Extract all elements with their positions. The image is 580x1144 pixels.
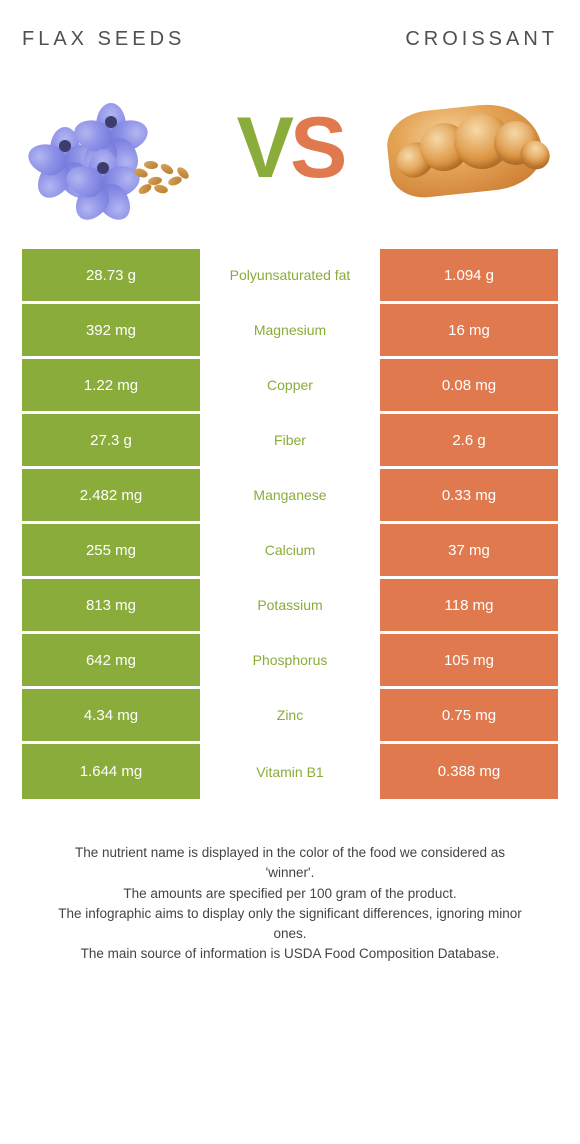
footnote-line: The infographic aims to display only the… xyxy=(50,904,530,945)
table-row: 1.22 mgCopper0.08 mg xyxy=(22,359,558,414)
left-value-cell: 1.22 mg xyxy=(22,359,200,411)
footnote-block: The nutrient name is displayed in the co… xyxy=(22,843,558,965)
right-value-cell: 0.75 mg xyxy=(380,689,558,741)
left-value-cell: 4.34 mg xyxy=(22,689,200,741)
nutrient-name-cell: Vitamin B1 xyxy=(200,744,380,799)
right-value-cell: 2.6 g xyxy=(380,414,558,466)
footnote-line: The main source of information is USDA F… xyxy=(50,944,530,964)
nutrient-name-cell: Zinc xyxy=(200,689,380,741)
table-row: 2.482 mgManganese0.33 mg xyxy=(22,469,558,524)
left-value-cell: 1.644 mg xyxy=(22,744,200,799)
right-value-cell: 37 mg xyxy=(380,524,558,576)
title-row: Flax seeds Croissant xyxy=(22,28,558,51)
footnote-line: The amounts are specified per 100 gram o… xyxy=(50,884,530,904)
table-row: 1.644 mgVitamin B10.388 mg xyxy=(22,744,558,799)
right-value-cell: 0.08 mg xyxy=(380,359,558,411)
nutrient-name-cell: Potassium xyxy=(200,579,380,631)
left-value-cell: 255 mg xyxy=(22,524,200,576)
nutrient-table: 28.73 gPolyunsaturated fat1.094 g392 mgM… xyxy=(22,249,558,799)
infographic-wrap: Flax seeds Croissant xyxy=(0,0,580,965)
left-value-cell: 27.3 g xyxy=(22,414,200,466)
table-row: 28.73 gPolyunsaturated fat1.094 g xyxy=(22,249,558,304)
right-value-cell: 1.094 g xyxy=(380,249,558,301)
left-value-cell: 813 mg xyxy=(22,579,200,631)
right-food-title: Croissant xyxy=(290,28,558,51)
table-row: 4.34 mgZinc0.75 mg xyxy=(22,689,558,744)
nutrient-name-cell: Calcium xyxy=(200,524,380,576)
right-value-cell: 0.33 mg xyxy=(380,469,558,521)
left-food-title: Flax seeds xyxy=(22,28,290,51)
table-row: 813 mgPotassium118 mg xyxy=(22,579,558,634)
nutrient-name-cell: Phosphorus xyxy=(200,634,380,686)
croissant-image xyxy=(376,73,554,223)
hero-row: VS xyxy=(22,73,558,223)
left-value-cell: 642 mg xyxy=(22,634,200,686)
vs-letter-v: V xyxy=(237,105,290,191)
left-value-cell: 392 mg xyxy=(22,304,200,356)
nutrient-name-cell: Polyunsaturated fat xyxy=(200,249,380,301)
right-value-cell: 118 mg xyxy=(380,579,558,631)
right-value-cell: 105 mg xyxy=(380,634,558,686)
nutrient-name-cell: Copper xyxy=(200,359,380,411)
nutrient-name-cell: Manganese xyxy=(200,469,380,521)
vs-label: VS xyxy=(237,105,344,191)
footnote-line: The nutrient name is displayed in the co… xyxy=(50,843,530,884)
left-value-cell: 28.73 g xyxy=(22,249,200,301)
left-value-cell: 2.482 mg xyxy=(22,469,200,521)
table-row: 642 mgPhosphorus105 mg xyxy=(22,634,558,689)
nutrient-name-cell: Fiber xyxy=(200,414,380,466)
nutrient-name-cell: Magnesium xyxy=(200,304,380,356)
table-row: 392 mgMagnesium16 mg xyxy=(22,304,558,359)
table-row: 27.3 gFiber2.6 g xyxy=(22,414,558,469)
right-value-cell: 16 mg xyxy=(380,304,558,356)
table-row: 255 mgCalcium37 mg xyxy=(22,524,558,579)
vs-letter-s: S xyxy=(290,105,343,191)
right-value-cell: 0.388 mg xyxy=(380,744,558,799)
flax-image xyxy=(26,73,204,223)
